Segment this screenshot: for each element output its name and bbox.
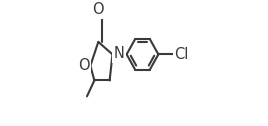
Text: O: O	[78, 58, 90, 73]
Text: O: O	[92, 2, 104, 17]
Text: Cl: Cl	[174, 47, 189, 62]
Text: N: N	[114, 46, 125, 61]
